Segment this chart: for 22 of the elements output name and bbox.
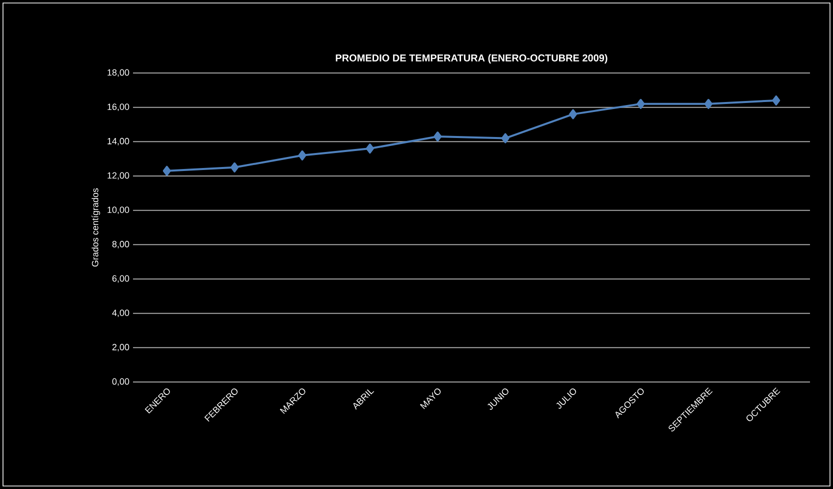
point	[772, 95, 780, 106]
point	[636, 98, 645, 109]
point	[434, 132, 442, 142]
point	[298, 150, 306, 160]
point	[501, 133, 510, 144]
point	[366, 144, 374, 154]
y-tick-label: 14,00	[108, 138, 130, 146]
point	[230, 162, 239, 172]
y-axis-title: Grados centígrados	[92, 188, 100, 267]
y-tick-label: 6,00	[112, 275, 130, 283]
y-tick-label: 0,00	[112, 378, 130, 386]
y-tick-label: 16,00	[108, 104, 130, 112]
y-tick-label: 18,00	[108, 69, 130, 77]
point	[704, 98, 712, 109]
point	[162, 166, 171, 176]
point	[569, 109, 578, 120]
y-tick-label: 8,00	[112, 240, 130, 248]
y-tick-label: 12,00	[108, 172, 130, 180]
y-tick-label: 4,00	[112, 310, 130, 318]
chart-title: PROMEDIO DE TEMPERATURA (ENERO-OCTUBRE 2009)	[336, 54, 608, 64]
y-tick-label: 2,00	[112, 344, 130, 352]
y-tick-label: 10,00	[108, 206, 130, 214]
